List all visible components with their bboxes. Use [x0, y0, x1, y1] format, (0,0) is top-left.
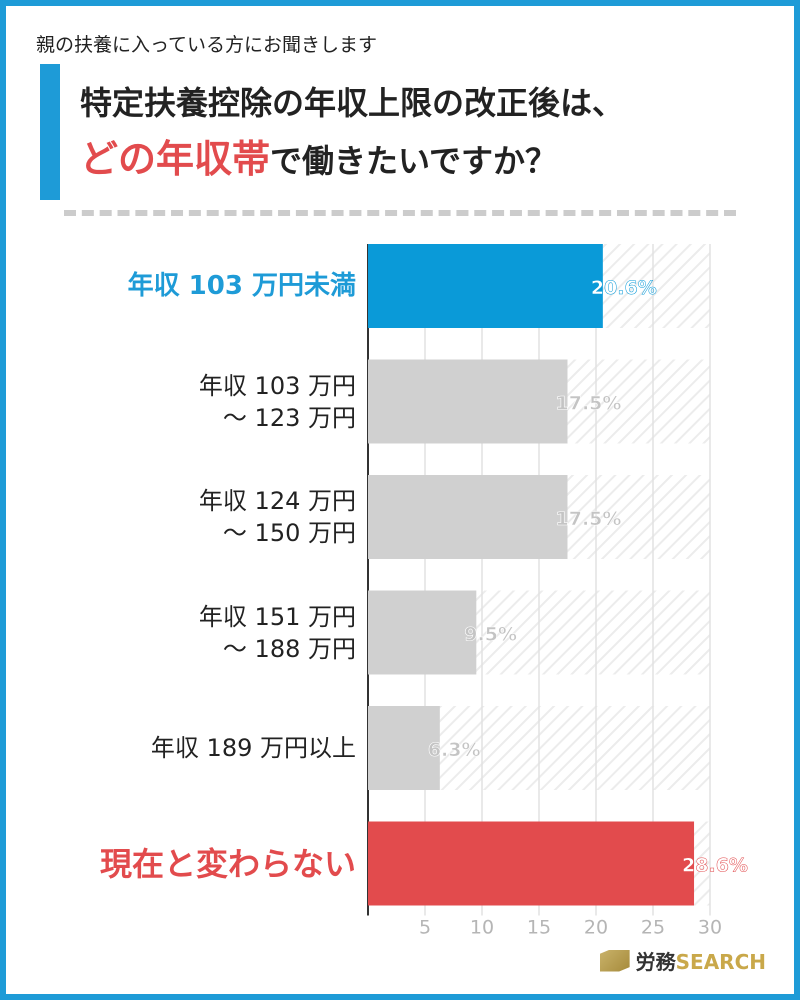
logo-prefix: 労務 — [635, 950, 676, 974]
category-label-line: 〜 188 万円 — [222, 634, 356, 663]
x-tick-label: 15 — [527, 917, 551, 939]
bar — [368, 244, 603, 328]
bar-value-label: 6.3% — [428, 739, 481, 761]
title-accent-bar — [40, 64, 60, 200]
category-label-line: 〜 150 万円 — [222, 519, 356, 547]
category-label: 年収 124 万円〜 150 万円 — [199, 485, 356, 549]
category-label-line: 〜 123 万円 — [222, 403, 356, 432]
logo-brand: SEARCH — [675, 950, 766, 974]
x-tick-label: 10 — [470, 917, 494, 939]
survey-question-kicker: 親の扶養に入っている方にお聞きします — [36, 34, 378, 56]
brand-logo: 労務SEARCH — [599, 946, 766, 975]
logo-text: 労務SEARCH — [636, 946, 766, 975]
bar-value-label: 20.6% — [591, 277, 657, 299]
dashed-divider — [64, 210, 736, 216]
title-rest-text: で働きたいですか？ — [270, 142, 558, 180]
category-label-line: 年収 189 万円以上 — [150, 734, 356, 762]
category-label: 現在と変わらない — [100, 848, 356, 880]
x-tick-label: 30 — [698, 917, 722, 939]
logo-mark-icon — [599, 949, 630, 972]
bar-value-label: 28.6% — [682, 855, 748, 877]
category-label-line: 年収 151 万円 — [198, 602, 356, 631]
title-accent-text: どの年収帯 — [80, 137, 271, 181]
title-line-2: どの年収帯で働きたいですか？ — [80, 128, 557, 183]
title-line-1: 特定扶養控除の年収上限の改正後は、 — [80, 84, 625, 122]
x-tick-label: 20 — [584, 917, 608, 939]
bar-value-label: 17.5% — [556, 393, 622, 415]
category-label-line: 年収 103 万円 — [198, 371, 356, 400]
bar — [368, 359, 568, 444]
bar-value-label: 17.5% — [556, 508, 622, 530]
category-label-line: 年収 124 万円 — [198, 487, 356, 515]
category-label: 年収 189 万円以上 — [151, 732, 356, 764]
bar — [368, 475, 568, 559]
category-label: 年収 103 万円〜 123 万円 — [199, 370, 356, 434]
bar — [368, 590, 477, 675]
x-tick-label: 25 — [641, 917, 665, 939]
category-label: 年収 103 万円未満 — [128, 270, 356, 302]
bar — [368, 821, 695, 906]
category-label-line: 年収 103 万円未満 — [127, 271, 356, 301]
bar — [368, 706, 440, 790]
category-label: 年収 151 万円〜 188 万円 — [199, 601, 356, 665]
x-tick-label: 5 — [419, 917, 431, 939]
bar-value-label: 9.5% — [464, 624, 517, 646]
category-label-line: 現在と変わらない — [99, 844, 356, 883]
